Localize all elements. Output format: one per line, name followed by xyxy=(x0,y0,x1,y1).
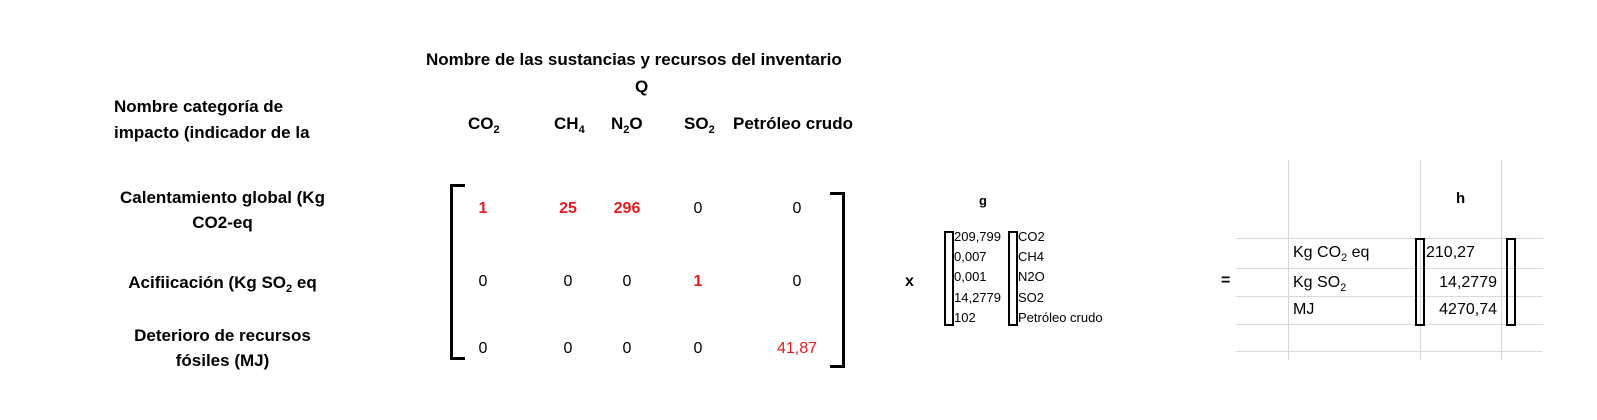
vector-g-label: g xyxy=(979,193,987,208)
vector-h-left-bracket xyxy=(1415,238,1425,326)
grid-line xyxy=(1288,160,1289,360)
category-header-line2: impacto (indicador de la xyxy=(114,123,310,142)
matrix-q-cell: 0 xyxy=(792,273,802,290)
vector-g-name: CO2 xyxy=(1018,229,1045,244)
substance-so2: SO2 xyxy=(684,114,715,136)
vector-g-value: 209,799 xyxy=(954,229,1001,244)
grid-line xyxy=(1501,160,1502,360)
equals-operator: = xyxy=(1221,272,1231,289)
vector-g-right-bracket xyxy=(1008,231,1018,326)
vector-g-left-bracket xyxy=(944,231,954,326)
vector-g-value: 14,2779 xyxy=(954,290,1001,305)
multiply-operator: x xyxy=(905,273,914,290)
matrix-q-cell: 296 xyxy=(613,200,641,217)
matrix-q-cell: 25 xyxy=(559,200,577,217)
vector-g-name: CH4 xyxy=(1018,249,1045,264)
category-acidification: Acifiicación (Kg SO2 eq xyxy=(128,273,317,295)
matrix-q-left-bracket xyxy=(450,184,465,360)
matrix-q-cell: 0 xyxy=(478,340,488,357)
vector-g-name: N2O xyxy=(1018,269,1045,284)
substance-ch4: CH4 xyxy=(554,114,585,136)
vector-g-value: 0,001 xyxy=(954,269,987,284)
vector-g-value: 102 xyxy=(954,310,976,325)
inventory-title: Nombre de las sustancias y recursos del … xyxy=(426,50,842,69)
vector-g-value: 0,007 xyxy=(954,249,987,264)
vector-h-value: 4270,74 xyxy=(1439,301,1497,318)
matrix-q-cell: 0 xyxy=(693,200,703,217)
grid-line xyxy=(1236,351,1543,352)
vector-h-label: h xyxy=(1456,190,1466,207)
matrix-q-right-bracket xyxy=(830,192,845,368)
matrix-q-cell: 0 xyxy=(693,340,703,357)
matrix-q-cell: 1 xyxy=(478,200,488,217)
matrix-q-cell: 0 xyxy=(478,273,488,290)
vector-h-unit: Kg CO2 eq xyxy=(1293,244,1370,264)
vector-h-value: 14,2779 xyxy=(1439,274,1497,291)
category-header-line1: Nombre categoría de xyxy=(114,97,284,116)
substance-co2: CO2 xyxy=(468,114,500,136)
vector-h-right-bracket xyxy=(1506,238,1516,326)
grid-line xyxy=(1236,296,1543,297)
category-global-warming: Calentamiento global (Kg CO2-eq xyxy=(120,188,325,232)
matrix-q-cell: 0 xyxy=(563,340,573,357)
q-label: Q xyxy=(635,77,649,96)
grid-line xyxy=(1236,324,1543,325)
grid-line xyxy=(1236,238,1543,239)
vector-g-name: SO2 xyxy=(1018,290,1045,305)
category-fossil-depletion: Deterioro de recursos fósiles (MJ) xyxy=(134,326,311,370)
grid-line xyxy=(1420,160,1421,360)
substance-crude-oil: Petróleo crudo xyxy=(733,114,853,133)
substance-n2o: N2O xyxy=(611,114,643,136)
matrix-q-cell: 0 xyxy=(563,273,573,290)
vector-h-unit: MJ xyxy=(1293,301,1315,318)
grid-line xyxy=(1236,268,1543,269)
matrix-q-cell: 0 xyxy=(622,340,632,357)
vector-h-unit: Kg SO2 xyxy=(1293,274,1347,294)
matrix-q-cell: 0 xyxy=(622,273,632,290)
vector-h-value: 210,27 xyxy=(1426,244,1475,261)
matrix-q-cell: 1 xyxy=(693,273,703,290)
vector-g-name: Petróleo crudo xyxy=(1018,310,1103,325)
matrix-q-cell: 41,87 xyxy=(776,340,818,357)
matrix-q-cell: 0 xyxy=(792,200,802,217)
